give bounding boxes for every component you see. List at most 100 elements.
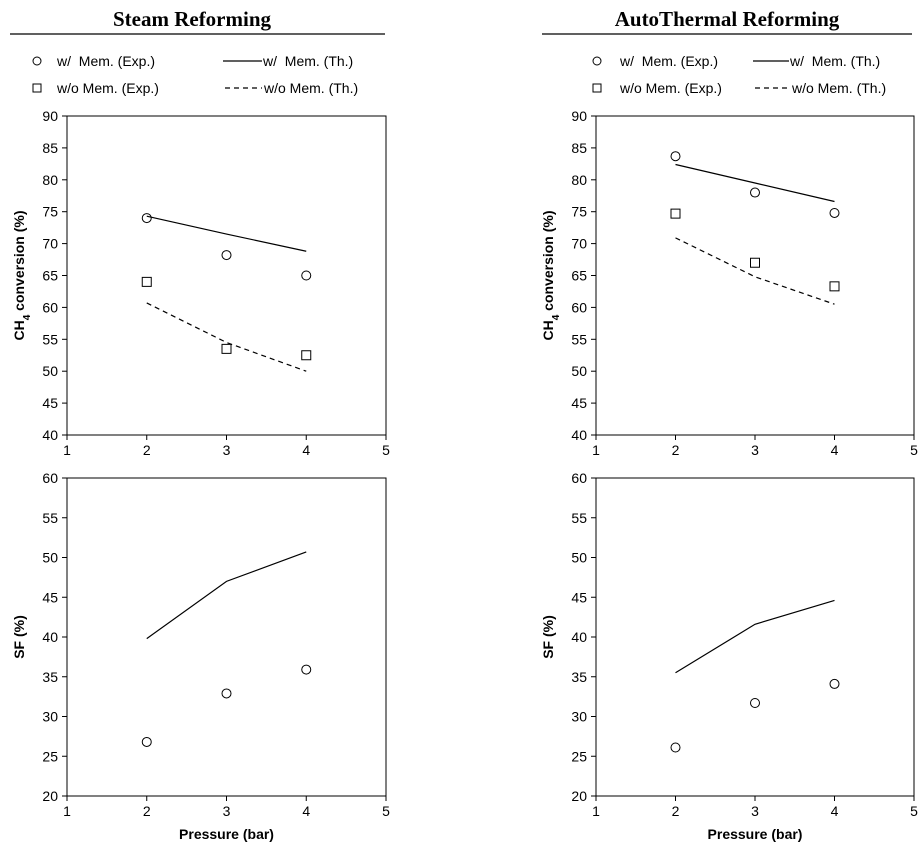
y-tick-label: 75 [42, 204, 58, 220]
y-tick-label: 45 [571, 395, 587, 411]
legend-item-exp-with-mem: w/ Mem. (Exp.) [32, 53, 155, 69]
x-tick-label: 4 [831, 442, 839, 458]
y-tick-label: 65 [571, 268, 587, 284]
data-point-exp-with-membrane [750, 187, 760, 198]
theory-line-with-membrane [146, 551, 307, 640]
y-tick-label: 25 [571, 748, 587, 764]
y-axis-label-subscript: 4 [22, 314, 33, 320]
x-tick-label: 3 [751, 442, 759, 458]
legend-circle-marker [32, 56, 42, 66]
y-tick-label: 60 [42, 299, 58, 315]
data-point-exp-with-membrane [750, 697, 760, 708]
x-tick-label: 2 [672, 442, 680, 458]
y-tick-label: 45 [571, 589, 587, 605]
legend-item-th-without-mem: w/o Mem. (Th.) [225, 80, 358, 96]
y-tick-label: 90 [42, 108, 58, 124]
y-tick-label: 60 [571, 470, 587, 486]
y-axis-label-part: CH [11, 320, 27, 340]
data-point-exp-with-membrane [301, 664, 312, 675]
x-tick-label: 5 [910, 803, 918, 819]
legend-label: w/ Mem. (Exp.) [619, 53, 718, 69]
data-point-exp-with-membrane [221, 688, 232, 699]
x-tick-label: 4 [302, 803, 310, 819]
y-tick-label: 25 [42, 748, 58, 764]
legend-steam: w/ Mem. (Exp.) w/ Mem. (Th.) w/o Mem. (E… [32, 53, 358, 96]
y-tick-label: 40 [571, 629, 587, 645]
y-tick-label: 20 [42, 788, 58, 804]
legend-square-marker [32, 83, 42, 93]
data-point-exp-with-membrane [141, 736, 152, 747]
y-tick-label: 85 [571, 140, 587, 156]
title-autothermal-reforming: AutoThermal Reforming [615, 7, 840, 31]
data-point-exp-with-membrane [301, 270, 312, 281]
legend-label: w/o Mem. (Th.) [263, 80, 358, 96]
y-tick-label: 35 [571, 669, 587, 685]
y-tick-label: 85 [42, 140, 58, 156]
y-tick-label: 70 [42, 236, 58, 252]
legend-item-th-without-mem: w/o Mem. (Th.) [755, 80, 886, 96]
y-tick-label: 40 [42, 427, 58, 443]
data-point-exp-without-membrane [221, 343, 232, 354]
x-tick-label: 5 [382, 803, 390, 819]
y-tick-label: 35 [42, 669, 58, 685]
legend-item-exp-without-mem: w/o Mem. (Exp.) [32, 80, 159, 96]
y-tick-label: 50 [42, 550, 58, 566]
column-header-autothermal: AutoThermal Reforming [542, 7, 912, 35]
y-tick-label: 80 [42, 172, 58, 188]
y-tick-label: 30 [571, 709, 587, 725]
y-tick-label: 80 [571, 172, 587, 188]
y-tick-label: 50 [42, 363, 58, 379]
plot-frame [66, 477, 387, 797]
column-header-steam: Steam Reforming [10, 7, 385, 35]
x-tick-label: 4 [831, 803, 839, 819]
y-tick-label: 55 [42, 510, 58, 526]
data-point-exp-with-membrane [141, 213, 152, 224]
x-axis-label: Pressure (bar) [708, 826, 803, 842]
y-tick-label: 70 [571, 236, 587, 252]
y-tick-label: 65 [42, 268, 58, 284]
y-tick-label: 50 [571, 550, 587, 566]
y-tick-label: 55 [42, 331, 58, 347]
y-tick-label: 45 [42, 395, 58, 411]
y-axis-label: SF (%) [11, 615, 27, 659]
y-tick-label: 40 [42, 629, 58, 645]
y-tick-label: 40 [571, 427, 587, 443]
x-tick-label: 5 [910, 442, 918, 458]
x-tick-label: 2 [143, 803, 151, 819]
y-tick-label: 90 [571, 108, 587, 124]
x-axis-label: Pressure (bar) [179, 826, 274, 842]
theory-line-without-membrane [675, 237, 835, 305]
x-tick-label: 4 [302, 442, 310, 458]
y-tick-label: 20 [571, 788, 587, 804]
y-axis-label-part: conversion (%) [540, 210, 556, 314]
x-tick-label: 3 [223, 803, 231, 819]
plot-frame [595, 115, 915, 436]
legend-label: w/ Mem. (Th.) [262, 53, 353, 69]
legend-item-exp-with-mem: w/ Mem. (Exp.) [592, 53, 718, 69]
legend-label: w/o Mem. (Th.) [791, 80, 886, 96]
data-point-exp-without-membrane [670, 208, 681, 219]
data-point-exp-without-membrane [829, 281, 840, 292]
y-axis-label: CH4 conversion (%) [11, 210, 33, 340]
data-point-exp-without-membrane [141, 276, 152, 287]
y-axis-label-part: CH [540, 320, 556, 340]
data-point-exp-with-membrane [829, 207, 840, 218]
legend-label: w/o Mem. (Exp.) [56, 80, 159, 96]
x-tick-label: 1 [63, 442, 71, 458]
legend-label: w/ Mem. (Exp.) [56, 53, 155, 69]
y-axis-label: SF (%) [540, 615, 556, 659]
x-tick-label: 2 [143, 442, 151, 458]
data-point-exp-with-membrane [829, 678, 840, 689]
x-tick-label: 1 [592, 803, 600, 819]
y-axis-label: CH4 conversion (%) [540, 210, 562, 340]
y-tick-label: 55 [571, 510, 587, 526]
y-tick-label: 45 [42, 589, 58, 605]
theory-line-without-membrane [146, 302, 307, 372]
y-tick-label: 60 [42, 470, 58, 486]
y-axis-label-subscript: 4 [551, 314, 562, 320]
plot-frame [66, 115, 387, 436]
